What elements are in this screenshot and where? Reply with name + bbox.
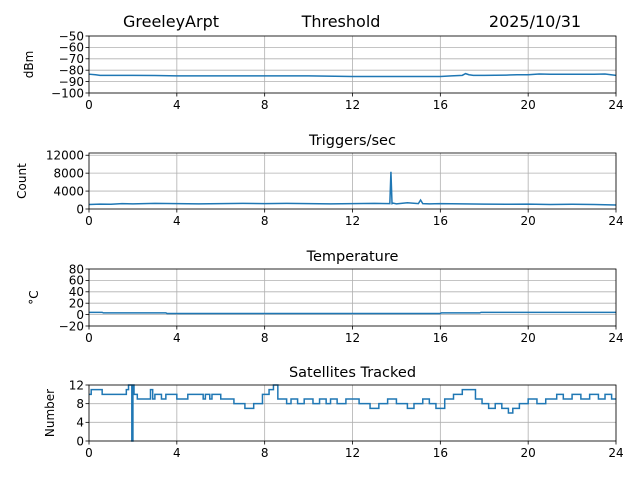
y-tick-label: 8 — [76, 397, 84, 411]
header-date: 2025/10/31 — [489, 12, 581, 31]
chart-panel-4: 0 4 8 12 16 20 24 0 4 8 12 Satellites Tracked Number — [43, 365, 624, 460]
series-line — [89, 384, 616, 442]
x-tick-label: 8 — [261, 98, 269, 112]
y-axis-label: °C — [27, 290, 41, 304]
y-tick-label: 8000 — [53, 166, 84, 180]
x-tick-label: 24 — [608, 331, 623, 345]
x-tick-label: 4 — [173, 214, 181, 228]
x-tick-label: 12 — [345, 331, 360, 345]
y-tick-label: −90 — [59, 75, 84, 89]
x-tick-label: 4 — [173, 98, 181, 112]
x-tick-label: 0 — [85, 98, 93, 112]
y-axis-label: dBm — [22, 51, 36, 79]
x-tick-label: 16 — [433, 331, 448, 345]
x-tick-label: 12 — [345, 446, 360, 460]
x-tick-label: 24 — [608, 214, 623, 228]
y-tick-label: 0 — [76, 202, 84, 216]
header-title: Threshold — [301, 12, 381, 31]
chart-panel-2: 0 4 8 12 16 20 24 0 4000 8000 12000 Triggers/sec Cou… — [15, 133, 624, 228]
x-tick-label: 8 — [261, 214, 269, 228]
y-tick-label: −100 — [51, 86, 84, 100]
x-tick-label: 20 — [521, 331, 536, 345]
y-tick-label: 20 — [69, 297, 84, 311]
y-tick-label: −80 — [59, 64, 84, 78]
panel-title: Satellites Tracked — [289, 365, 416, 381]
series-line — [88, 171, 617, 206]
x-tick-label: 8 — [261, 331, 269, 345]
x-tick-label: 24 — [608, 446, 623, 460]
x-tick-label: 20 — [521, 98, 536, 112]
y-tick-label: 4000 — [53, 184, 84, 198]
series-line — [89, 311, 616, 315]
y-axis-label: Number — [43, 389, 57, 437]
y-tick-label: 60 — [69, 274, 84, 288]
y-tick-label: 0 — [76, 434, 84, 448]
y-tick-label: −20 — [59, 319, 84, 333]
x-tick-label: 0 — [85, 214, 93, 228]
y-tick-label: 40 — [69, 285, 84, 299]
y-tick-label: −70 — [59, 52, 84, 66]
x-tick-label: 4 — [173, 331, 181, 345]
x-tick-label: 4 — [173, 446, 181, 460]
x-tick-label: 8 — [261, 446, 269, 460]
header-station: GreeleyArpt — [123, 12, 219, 31]
x-tick-label: 16 — [433, 98, 448, 112]
x-tick-label: 12 — [345, 214, 360, 228]
y-tick-label: 4 — [76, 416, 84, 430]
x-tick-label: 20 — [521, 446, 536, 460]
y-tick-label: 80 — [69, 262, 84, 276]
chart-panel-1: 0 4 8 12 16 20 24 −100−90−80−70−60−50 dBm — [22, 29, 624, 112]
panel-title: Triggers/sec — [308, 133, 396, 149]
panel-title: Temperature — [306, 249, 399, 265]
y-tick-label: 12 — [69, 378, 84, 392]
y-tick-label: −50 — [59, 29, 84, 43]
x-tick-label: 0 — [85, 331, 93, 345]
series-line — [88, 72, 617, 78]
x-tick-label: 24 — [608, 98, 623, 112]
y-tick-label: −60 — [59, 41, 84, 55]
x-tick-label: 0 — [85, 446, 93, 460]
y-axis-label: Count — [15, 163, 29, 199]
x-tick-label: 16 — [433, 446, 448, 460]
x-tick-label: 12 — [345, 98, 360, 112]
y-tick-label: 0 — [76, 308, 84, 322]
x-tick-label: 20 — [521, 214, 536, 228]
y-tick-label: 12000 — [46, 149, 84, 163]
x-tick-label: 16 — [433, 214, 448, 228]
